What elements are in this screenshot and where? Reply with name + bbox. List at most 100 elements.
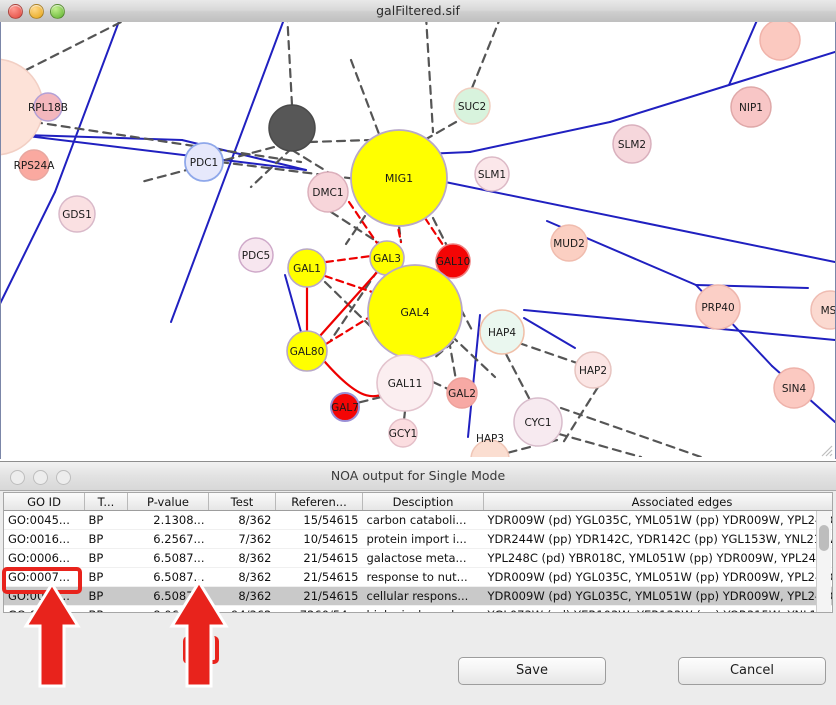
network-canvas[interactable]: RPL18B RPS24A GDS1 PDC1 PDC5 DMC1 MIG1 S…	[0, 22, 836, 459]
table-vertical-scrollbar[interactable]	[816, 511, 831, 612]
go-results-table: GO ID T... P-value Test Referen... Desci…	[4, 493, 832, 612]
node-label: HAP2	[579, 365, 607, 377]
node-SLM2[interactable]: SLM2	[612, 124, 652, 164]
table-row[interactable]: GO:0065... BP 8.0614... 94/362 7260/54..…	[4, 605, 832, 612]
cell-go-id: GO:0007...	[4, 567, 85, 587]
node-GAL7[interactable]: GAL7	[330, 392, 360, 422]
cell-go-id: GO:0016...	[4, 529, 85, 549]
cell-reference: 21/54615	[275, 548, 363, 568]
node-RPS24A[interactable]: RPS24A	[14, 149, 56, 181]
node-PRP40[interactable]: PRP40	[695, 284, 741, 330]
noa-output-panel: NOA output for Single Mode GO ID T... P-…	[0, 461, 836, 705]
node-SUC2[interactable]: SUC2	[453, 87, 491, 125]
column-header-reference[interactable]: Referen...	[275, 493, 363, 511]
node-GAL2[interactable]: GAL2	[446, 377, 478, 409]
node-HAP4[interactable]: HAP4	[479, 309, 525, 355]
node-GAL11[interactable]: GAL11	[376, 354, 434, 412]
cell-description: cellular respons...	[362, 586, 484, 606]
node-NIP1[interactable]: NIP1	[730, 86, 772, 128]
node-label: HAP4	[488, 327, 516, 339]
node-MUD2[interactable]: MUD2	[550, 224, 588, 262]
column-header-type[interactable]: T...	[84, 493, 128, 511]
node-dark[interactable]	[268, 104, 316, 152]
cell-go-id: GO:0031...	[4, 586, 85, 606]
cell-reference: 7260/54...	[275, 605, 363, 612]
node-top-right[interactable]	[759, 22, 801, 61]
node-PDC5[interactable]: PDC5	[238, 237, 274, 273]
node-GCY1[interactable]: GCY1	[388, 418, 418, 448]
cell-p-value: 6.5087...	[127, 548, 209, 568]
cell-p-value: 6.2567...	[127, 529, 209, 549]
cell-description: galactose meta...	[362, 548, 484, 568]
table-header-row: GO ID T... P-value Test Referen... Desci…	[4, 493, 832, 511]
cell-description: carbon cataboli...	[362, 510, 484, 530]
graph-window-controls	[8, 4, 65, 19]
close-icon[interactable]	[8, 4, 23, 19]
node-HAP2[interactable]: HAP2	[574, 351, 612, 389]
cell-go-id: GO:0006...	[4, 548, 85, 568]
cancel-button[interactable]: Cancel	[678, 657, 826, 685]
cell-description: response to nut...	[362, 567, 484, 587]
node-label: SUC2	[458, 101, 486, 113]
cell-test: 94/362	[208, 605, 276, 612]
save-button[interactable]: Save	[458, 657, 606, 685]
node-MSI[interactable]: MSI	[810, 290, 835, 330]
table-row[interactable]: GO:0007... BP 6.5087... 8/362 21/54615 r…	[4, 567, 832, 587]
node-label: GAL10	[436, 256, 471, 268]
node-MIG1[interactable]: MIG1	[350, 129, 448, 227]
cell-description: biological regul...	[362, 605, 484, 612]
table-row[interactable]: GO:0006... BP 6.5087... 8/362 21/54615 g…	[4, 548, 832, 568]
node-label: GAL7	[331, 402, 359, 414]
graph-window-title: galFiltered.sif	[376, 3, 460, 18]
node-GDS1[interactable]: GDS1	[58, 195, 96, 233]
cell-associated-edges: YDR244W (pp) YDR142C, YDR142C (pp) YGL15…	[483, 529, 832, 549]
node-HAP3[interactable]: HAP3	[470, 433, 510, 457]
zoom-icon[interactable]	[56, 470, 71, 485]
node-PDC1[interactable]: PDC1	[184, 142, 224, 182]
resize-grip-icon[interactable]	[819, 443, 833, 457]
graph-window-titlebar[interactable]: galFiltered.sif	[0, 0, 836, 23]
zoom-icon[interactable]	[50, 4, 65, 19]
node-GAL1[interactable]: GAL1	[287, 248, 327, 288]
noa-panel-titlebar[interactable]: NOA output for Single Mode	[0, 462, 836, 491]
table-row[interactable]: GO:0045... BP 2.1308... 8/362 15/54615 c…	[4, 510, 832, 530]
node-label: PDC5	[242, 250, 270, 262]
node-GAL4[interactable]: GAL4	[367, 264, 463, 360]
node-label: MIG1	[385, 172, 413, 185]
cell-type: BP	[84, 605, 128, 612]
node-label: CYC1	[525, 417, 552, 429]
node-GAL80[interactable]: GAL80	[286, 330, 328, 372]
column-header-go-id[interactable]: GO ID	[4, 493, 85, 511]
node-GAL3[interactable]: GAL3	[369, 240, 405, 276]
close-icon[interactable]	[10, 470, 25, 485]
table-row[interactable]: GO:0016... BP 6.2567... 7/362 10/54615 p…	[4, 529, 832, 549]
node-RPL18B[interactable]: RPL18B	[28, 92, 68, 122]
graph-window: galFiltered.sif	[0, 0, 836, 461]
cell-associated-edges: YGL073W (pd) YER103W, YER133W (pp) YOR31…	[483, 605, 832, 612]
column-header-test[interactable]: Test	[208, 493, 276, 511]
cell-p-value: 8.0614...	[127, 605, 209, 612]
network-graph: RPL18B RPS24A GDS1 PDC1 PDC5 DMC1 MIG1 S…	[1, 22, 835, 457]
node-DMC1[interactable]: DMC1	[307, 171, 349, 213]
table-row-selected[interactable]: GO:0031... BP 6.5087... 8/362 21/54615 c…	[4, 586, 832, 606]
minimize-icon[interactable]	[29, 4, 44, 19]
node-SLM1[interactable]: SLM1	[474, 156, 510, 192]
node-label: MSI	[821, 305, 835, 317]
column-header-associated-edges[interactable]: Associated edges	[483, 493, 832, 511]
node-label: GAL3	[373, 253, 401, 265]
go-results-table-container[interactable]: GO ID T... P-value Test Referen... Desci…	[3, 492, 833, 613]
cell-associated-edges: YDR009W (pd) YGL035C, YML051W (pp) YDR00…	[483, 586, 832, 606]
cell-type: BP	[84, 548, 128, 568]
column-header-p-value[interactable]: P-value	[127, 493, 209, 511]
node-CYC1[interactable]: CYC1	[513, 397, 563, 447]
minimize-icon[interactable]	[33, 470, 48, 485]
cell-type: BP	[84, 586, 128, 606]
node-GAL10[interactable]: GAL10	[435, 243, 471, 279]
cell-test: 8/362	[208, 586, 276, 606]
node-SIN4[interactable]: SIN4	[773, 367, 815, 409]
node-label: HAP3	[476, 433, 504, 445]
node-label: GDS1	[62, 209, 92, 221]
scrollbar-thumb[interactable]	[819, 525, 829, 551]
column-header-description[interactable]: Desciption	[362, 493, 484, 511]
